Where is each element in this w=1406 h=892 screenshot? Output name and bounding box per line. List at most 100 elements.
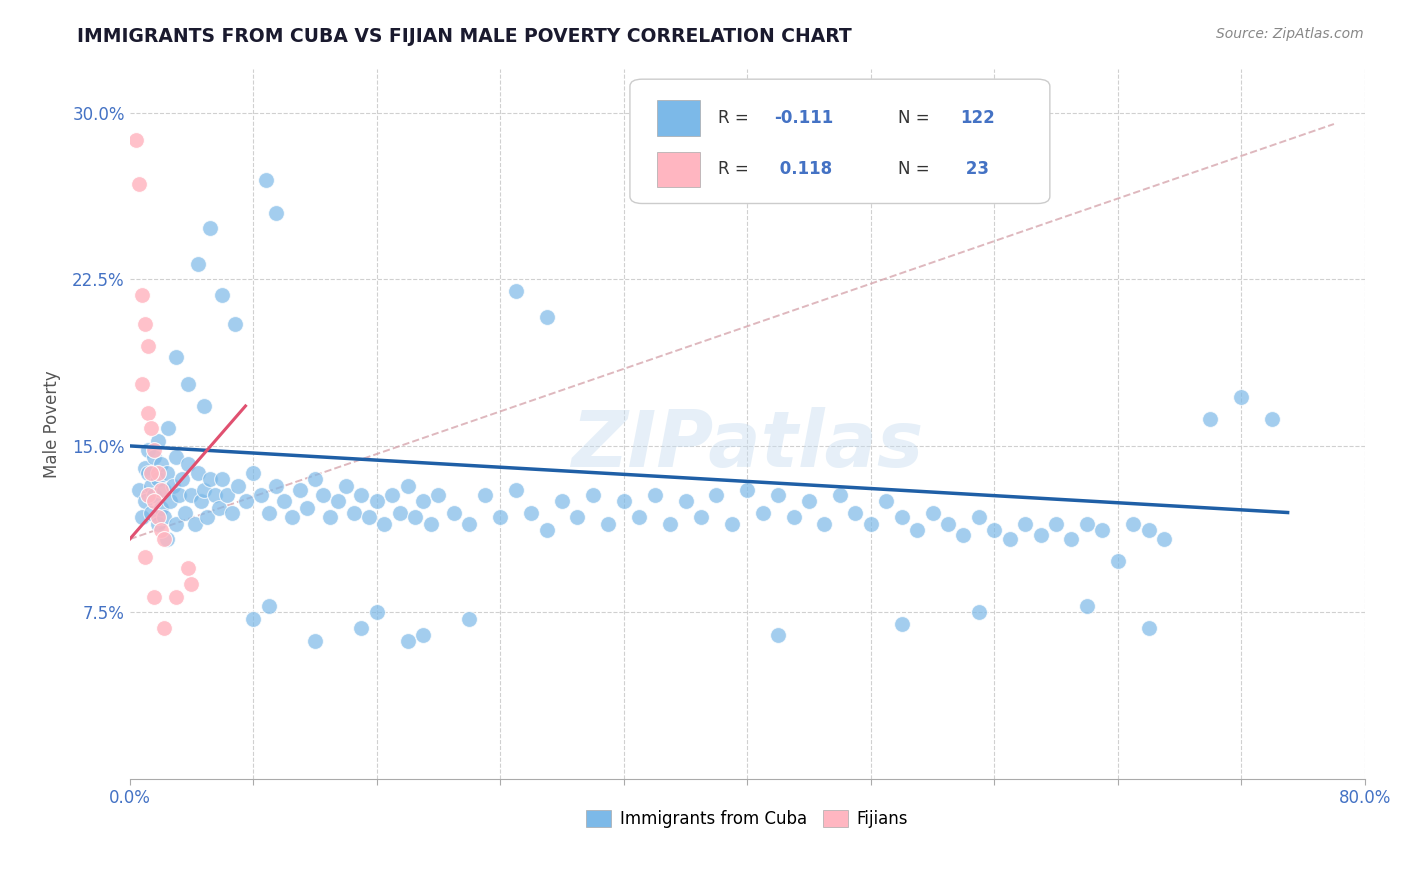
Point xyxy=(797,494,820,508)
Text: N =: N = xyxy=(898,161,935,178)
FancyBboxPatch shape xyxy=(657,152,700,187)
Point xyxy=(613,494,636,508)
Point xyxy=(1076,516,1098,531)
Point xyxy=(828,488,851,502)
Point xyxy=(149,483,172,498)
Point xyxy=(281,510,304,524)
Point xyxy=(143,450,166,464)
Point xyxy=(520,506,543,520)
Point xyxy=(134,461,156,475)
Point xyxy=(128,483,150,498)
Point xyxy=(157,421,180,435)
Point xyxy=(782,510,804,524)
Point xyxy=(136,406,159,420)
Point xyxy=(257,599,280,613)
Point xyxy=(921,506,943,520)
Point xyxy=(198,221,221,235)
Point xyxy=(859,516,882,531)
Point xyxy=(967,606,990,620)
Point xyxy=(149,457,172,471)
Point xyxy=(505,483,527,498)
Point xyxy=(427,488,450,502)
Point xyxy=(215,488,238,502)
Point xyxy=(152,483,174,498)
Point xyxy=(143,443,166,458)
Point xyxy=(936,516,959,531)
Point xyxy=(266,479,288,493)
Point xyxy=(844,506,866,520)
Point xyxy=(242,612,264,626)
Point xyxy=(304,634,326,648)
Point xyxy=(1091,523,1114,537)
Point xyxy=(1014,516,1036,531)
Point xyxy=(180,576,202,591)
Point xyxy=(536,523,558,537)
Text: IMMIGRANTS FROM CUBA VS FIJIAN MALE POVERTY CORRELATION CHART: IMMIGRANTS FROM CUBA VS FIJIAN MALE POVE… xyxy=(77,27,852,45)
Point xyxy=(134,317,156,331)
Point xyxy=(172,472,194,486)
Point xyxy=(998,532,1021,546)
FancyBboxPatch shape xyxy=(657,101,700,136)
Point xyxy=(350,621,373,635)
Point xyxy=(474,488,496,502)
Point xyxy=(146,466,169,480)
Point xyxy=(952,527,974,541)
Point xyxy=(165,350,187,364)
Point xyxy=(162,479,184,493)
Point xyxy=(167,488,190,502)
Point xyxy=(131,510,153,524)
Point xyxy=(235,494,257,508)
Point xyxy=(152,510,174,524)
Point xyxy=(1045,516,1067,531)
Point xyxy=(211,472,233,486)
Point xyxy=(690,510,713,524)
Point xyxy=(193,483,215,498)
Point xyxy=(297,501,319,516)
Point xyxy=(766,627,789,641)
Point xyxy=(250,488,273,502)
Point xyxy=(183,516,205,531)
Point xyxy=(177,376,200,391)
Point xyxy=(628,510,651,524)
Point xyxy=(125,132,148,146)
Point xyxy=(146,434,169,449)
Point xyxy=(875,494,897,508)
Text: 122: 122 xyxy=(960,109,994,128)
Point xyxy=(136,443,159,458)
Point xyxy=(134,549,156,564)
Point xyxy=(1060,532,1083,546)
Point xyxy=(187,257,209,271)
Point xyxy=(273,494,295,508)
Point xyxy=(198,472,221,486)
Point xyxy=(1199,412,1222,426)
Point xyxy=(373,516,395,531)
Point xyxy=(131,288,153,302)
Point xyxy=(131,376,153,391)
Point xyxy=(396,479,419,493)
Point xyxy=(221,506,243,520)
Point xyxy=(890,510,912,524)
Point xyxy=(136,466,159,480)
Point xyxy=(242,466,264,480)
Point xyxy=(706,488,728,502)
Text: 23: 23 xyxy=(960,161,988,178)
Point xyxy=(141,479,163,493)
Point xyxy=(644,488,666,502)
Point xyxy=(404,510,426,524)
Text: R =: R = xyxy=(717,109,754,128)
Point xyxy=(156,532,179,546)
Point xyxy=(1029,527,1052,541)
Point xyxy=(1137,621,1160,635)
Point xyxy=(536,310,558,325)
Point xyxy=(412,494,434,508)
Point xyxy=(659,516,682,531)
Point xyxy=(366,606,388,620)
Point xyxy=(350,488,373,502)
Point xyxy=(304,472,326,486)
Point xyxy=(149,501,172,516)
Legend: Immigrants from Cuba, Fijians: Immigrants from Cuba, Fijians xyxy=(579,803,915,835)
Point xyxy=(419,516,441,531)
FancyBboxPatch shape xyxy=(630,79,1050,203)
Point xyxy=(489,510,512,524)
Point xyxy=(458,516,481,531)
